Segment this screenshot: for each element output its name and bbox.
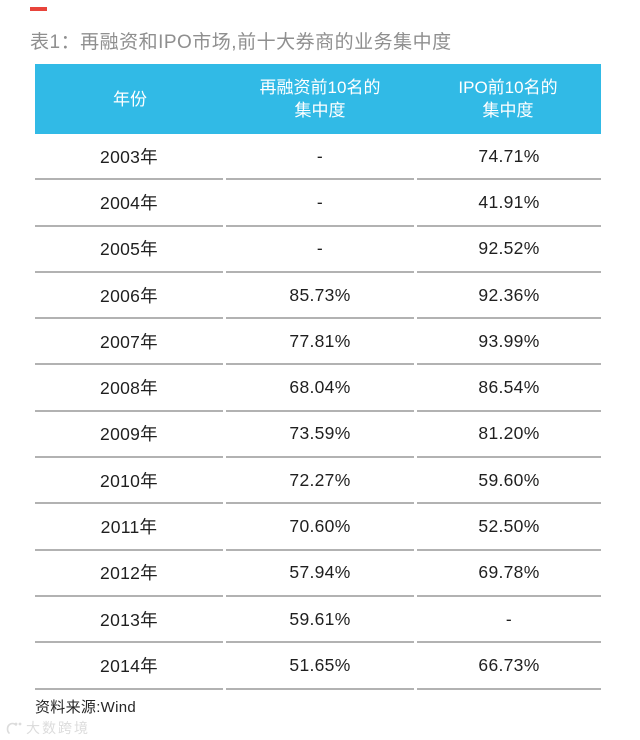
table-row: 2006年 85.73% 92.36% — [35, 273, 601, 320]
refinancing-value-cell: 70.60% — [226, 504, 414, 551]
table-row: 2004年 -41.91% — [35, 180, 601, 227]
ipo-value-cell: 74.71% — [417, 134, 601, 181]
year-cell: 2010年 — [35, 458, 223, 505]
table-row: 2013年 59.61% - — [35, 597, 601, 644]
ipo-value-cell: 92.52% — [417, 227, 601, 273]
refinancing-value-cell: - — [226, 227, 414, 273]
ipo-value-cell: 93.99% — [417, 319, 601, 366]
ipo-value-cell: 52.50% — [417, 504, 601, 551]
refinancing-value-cell: 77.81% — [226, 319, 414, 366]
ipo-value-cell: 81.20% — [417, 412, 601, 459]
table-row: 2005年 -92.52% — [35, 227, 601, 273]
column-header-ipo: IPO前10名的 集中度 — [458, 78, 558, 120]
year-cell: 2004年 — [35, 180, 223, 227]
ipo-value-cell: 59.60% — [417, 458, 601, 505]
refinancing-value-cell: - — [226, 134, 414, 181]
watermark: 大数跨境 — [6, 718, 90, 738]
ipo-value-cell: 41.91% — [417, 180, 601, 227]
table-row: 2007年 77.81% 93.99% — [35, 319, 601, 366]
ipo-value-cell: 69.78% — [417, 551, 601, 597]
table-row: 2009年 73.59% 81.20% — [35, 412, 601, 459]
refinancing-value-cell: 59.61% — [226, 597, 414, 644]
year-cell: 2003年 — [35, 134, 223, 181]
table-row: 2010年 72.27% 59.60% — [35, 458, 601, 505]
table-row: 2011年 70.60% 52.50% — [35, 504, 601, 551]
ipo-value-cell: 86.54% — [417, 365, 601, 412]
year-cell: 2013年 — [35, 597, 223, 644]
table-row: 2012年 57.94% 69.78% — [35, 551, 601, 597]
red-accent-mark — [30, 7, 47, 11]
year-cell: 2012年 — [35, 551, 223, 597]
year-cell: 2007年 — [35, 319, 223, 366]
table-body: 2003年 -74.71% 2004年 -41.91% 2005年 -92.52% 2006… — [35, 134, 601, 690]
year-cell: 2011年 — [35, 504, 223, 551]
data-source-note: 资料来源:Wind — [35, 699, 137, 716]
concentration-table: 年份 再融资前10名的 集中度 IPO前10名的 集中度 2003年 -74.71… — [35, 64, 601, 690]
watermark-text: 大数跨境 — [26, 720, 90, 736]
ipo-value-cell: 66.73% — [417, 643, 601, 690]
year-cell: 2008年 — [35, 365, 223, 412]
refinancing-value-cell: 51.65% — [226, 643, 414, 690]
refinancing-value-cell: - — [226, 180, 414, 227]
year-cell: 2009年 — [35, 412, 223, 459]
table-header-row: 年份 再融资前10名的 集中度 IPO前10名的 集中度 — [35, 64, 601, 134]
refinancing-value-cell: 57.94% — [226, 551, 414, 597]
year-cell: 2006年 — [35, 273, 223, 320]
column-header-refinancing: 再融资前10名的 集中度 — [259, 78, 381, 120]
refinancing-value-cell: 73.59% — [226, 412, 414, 459]
refinancing-value-cell: 85.73% — [226, 273, 414, 320]
year-cell: 2014年 — [35, 643, 223, 690]
table-row: 2014年 51.65% 66.73% — [35, 643, 601, 690]
ipo-value-cell: - — [417, 597, 601, 644]
refinancing-value-cell: 68.04% — [226, 365, 414, 412]
table-caption: 表1：再融资和IPO市场,前十大券商的业务集中度 — [30, 32, 452, 53]
ipo-value-cell: 92.36% — [417, 273, 601, 320]
year-cell: 2005年 — [35, 227, 223, 273]
column-header-year: 年份 — [113, 89, 147, 109]
table-row: 2008年 68.04% 86.54% — [35, 365, 601, 412]
refinancing-value-cell: 72.27% — [226, 458, 414, 505]
table-row: 2003年 -74.71% — [35, 134, 601, 181]
watermark-logo-icon — [6, 721, 22, 735]
